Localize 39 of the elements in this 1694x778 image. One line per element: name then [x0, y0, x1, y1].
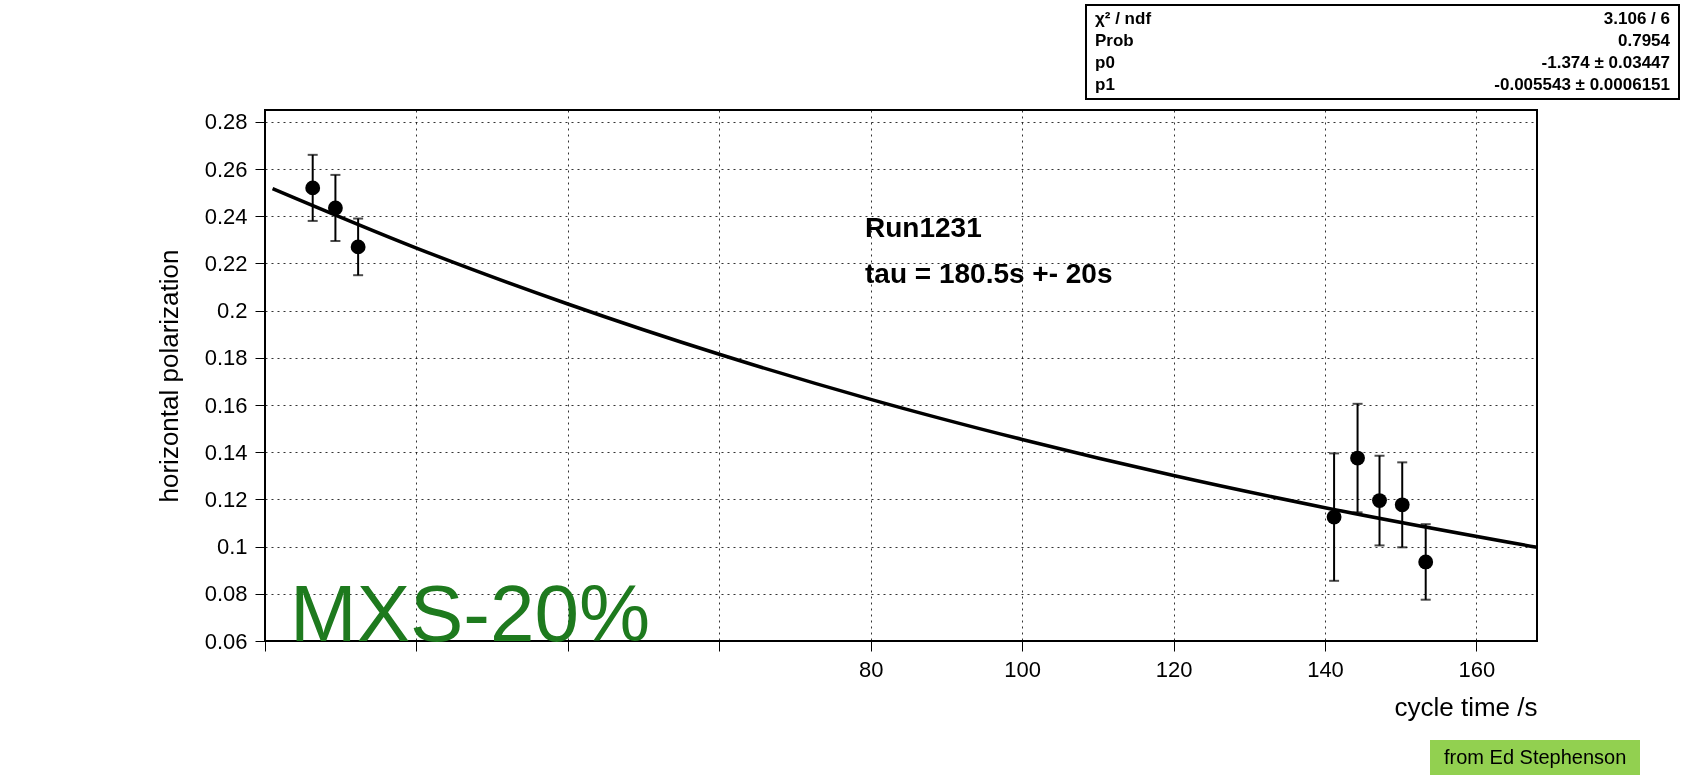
x-tick-label: 160 [1458, 656, 1496, 682]
point [350, 239, 366, 255]
y-tick-label: 0.2 [216, 298, 248, 324]
text: -1.374 ± 0.03447 [1541, 52, 1670, 74]
y-tick-label: 0.22 [204, 250, 248, 276]
text: χ² / ndf [1095, 8, 1152, 30]
x-axis-title: cycle time /s [1394, 691, 1538, 722]
text: from Ed Stephenson [1430, 740, 1641, 775]
y-tick-label: 0.08 [204, 581, 248, 607]
x-tick-label: 100 [1004, 656, 1041, 682]
y-tick-label: 0.12 [204, 486, 248, 512]
point [328, 200, 343, 216]
annotation: tau = 180.5s +- 20s [865, 258, 1113, 290]
text: Prob [1095, 30, 1134, 52]
point [305, 180, 321, 196]
text: p1 [1095, 74, 1115, 96]
x-tick-label: 140 [1307, 656, 1344, 682]
y-tick-label: 0.24 [204, 203, 248, 229]
text: -0.005543 ± 0.0006151 [1494, 74, 1670, 96]
point [1326, 509, 1342, 525]
y-axis-title: horizontal polarization [153, 249, 184, 503]
y-tick-label: 0.06 [204, 628, 248, 654]
y-tick-label: 0.1 [216, 534, 248, 560]
point [1418, 554, 1434, 570]
text: 0.7954 [1618, 30, 1670, 52]
annotation: Run1231 [865, 212, 982, 244]
point [1350, 450, 1365, 466]
x-tick-label: 120 [1155, 656, 1193, 682]
text: 3.106 / 6 [1603, 8, 1670, 30]
y-tick-label: 0.18 [204, 345, 248, 371]
annotation: MXS-20% [290, 568, 651, 660]
point [1372, 493, 1387, 508]
y-tick-label: 0.14 [204, 439, 248, 465]
point [1394, 497, 1410, 513]
y-tick-label: 0.16 [204, 392, 248, 418]
text: p0 [1095, 52, 1115, 74]
x-tick-label: 80 [858, 656, 884, 682]
y-tick-label: 0.26 [204, 156, 248, 182]
y-tick-label: 0.28 [204, 109, 248, 135]
